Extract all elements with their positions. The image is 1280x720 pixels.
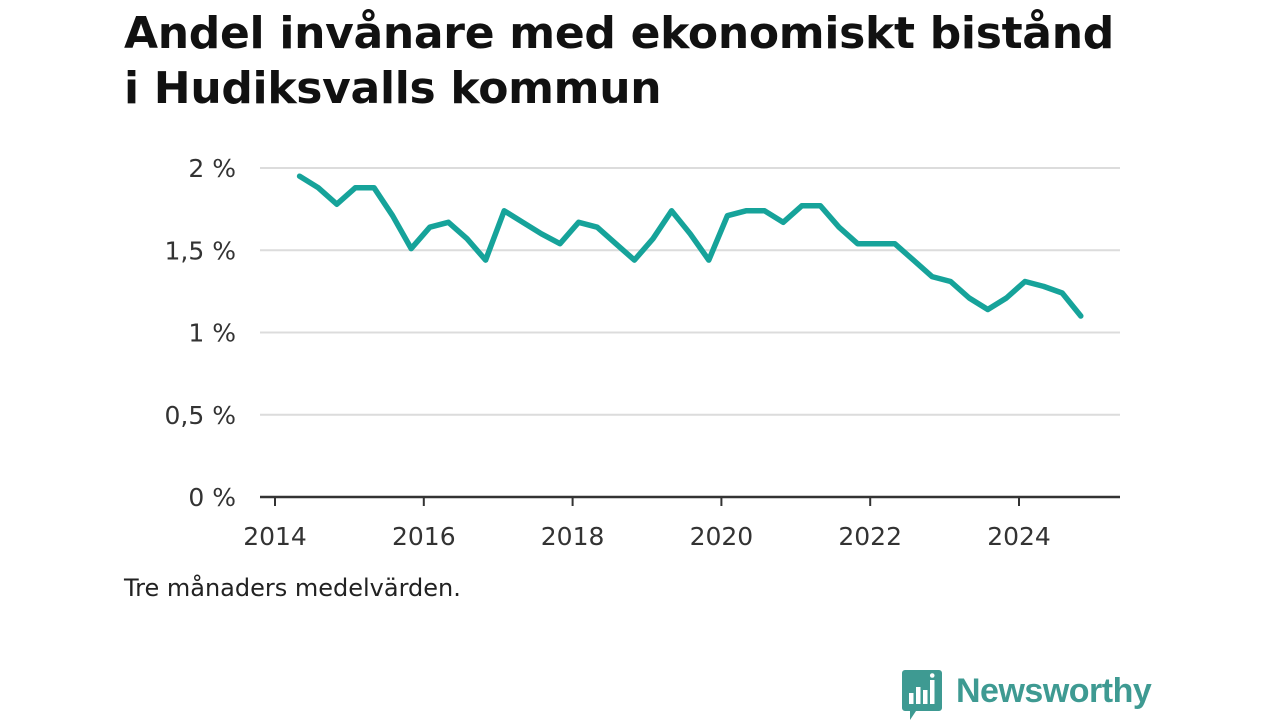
chart-title: Andel invånare med ekonomiskt bistånd i … (124, 8, 1114, 114)
x-tick-labels: 2014 2016 2018 2020 2022 2024 (243, 522, 1051, 551)
gridlines (260, 167, 1120, 416)
bar-chart-icon (902, 670, 942, 720)
series-line (296, 173, 1084, 319)
y-tick-label: 0,5 % (165, 401, 236, 430)
x-tick-label: 2022 (838, 522, 902, 551)
y-tick-label: 2 % (188, 154, 236, 183)
newsworthy-logo[interactable]: Newsworthy (902, 670, 1152, 720)
y-tick-label: 0 % (188, 483, 236, 512)
brand-name: Newsworthy (956, 672, 1152, 710)
footnote: Tre månaders medelvärden. (124, 574, 461, 602)
y-tick-labels: 0 % 0,5 % 1 % 1,5 % 2 % (165, 154, 236, 512)
y-tick-label: 1,5 % (165, 236, 236, 265)
x-tick-label: 2020 (690, 522, 754, 551)
x-tick-label: 2018 (541, 522, 605, 551)
x-axis (260, 495, 1120, 506)
y-tick-label: 1 % (188, 319, 236, 348)
x-tick-label: 2024 (987, 522, 1051, 551)
line-chart: 0 % 0,5 % 1 % 1,5 % 2 % 2014 2016 2018 2020 2022… (165, 154, 1120, 551)
series-layer (296, 173, 1084, 319)
x-tick-label: 2014 (243, 522, 307, 551)
x-tick-label: 2016 (392, 522, 456, 551)
